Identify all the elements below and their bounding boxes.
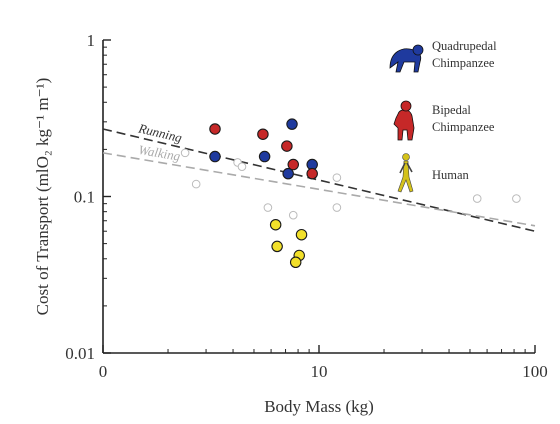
data-point — [180, 148, 190, 158]
data-point — [191, 179, 201, 189]
data-points — [180, 118, 521, 269]
data-point — [263, 203, 273, 212]
data-point — [295, 228, 308, 241]
x-tick-label: 10 — [311, 362, 328, 381]
data-point — [332, 203, 342, 212]
human-head — [402, 153, 410, 161]
bipedal-chimp-head — [400, 100, 412, 112]
axes: 0 10 100 0.01 0.1 1 Body Mass (kg) Cost of Tran… — [33, 31, 548, 416]
bipedal-chimp-shape — [393, 109, 415, 141]
bipedal-chimpanzee-icon — [393, 100, 415, 141]
data-point — [289, 256, 302, 269]
data-point — [209, 150, 221, 163]
human-arms — [399, 162, 413, 174]
y-axis-title: Cost of Transport (mlO₂ kg⁻¹ m⁻¹) — [33, 78, 52, 316]
human-body — [397, 160, 414, 193]
data-point — [237, 162, 247, 172]
data-point — [512, 194, 521, 203]
y-tick-label: 1 — [87, 31, 96, 50]
x-axis-title: Body Mass (kg) — [264, 397, 374, 416]
data-point — [271, 240, 283, 253]
legend: Quadrupedal Chimpanzee Bipedal Chimpanzee Hu… — [389, 39, 497, 193]
data-point — [332, 173, 342, 182]
quadrupedal-chimpanzee-icon — [389, 44, 424, 73]
human-walker-icon — [397, 153, 414, 193]
data-point — [282, 167, 294, 180]
quadrupedal-chimp-head — [412, 44, 424, 56]
y-tick-label: 0.01 — [65, 344, 95, 363]
data-point — [287, 158, 300, 171]
legend-label: Chimpanzee — [432, 56, 495, 70]
legend-label: Chimpanzee — [432, 120, 495, 134]
legend-label: Human — [432, 168, 470, 182]
walking-line-label: Walking — [137, 142, 182, 164]
data-point — [269, 218, 282, 231]
x-tick-label: 100 — [522, 362, 548, 381]
x-tick-label: 0 — [99, 362, 108, 381]
y-tick-label: 0.1 — [74, 188, 95, 207]
walking-line — [102, 152, 536, 227]
data-point — [258, 150, 271, 163]
running-line — [102, 128, 536, 232]
legend-label: Quadrupedal — [432, 39, 497, 53]
data-point — [286, 118, 298, 130]
data-point — [306, 167, 318, 180]
data-point — [281, 140, 293, 152]
data-point — [209, 123, 221, 135]
data-point — [257, 128, 269, 140]
legend-label: Bipedal — [432, 103, 471, 117]
data-point — [288, 210, 298, 220]
data-point — [472, 194, 482, 203]
